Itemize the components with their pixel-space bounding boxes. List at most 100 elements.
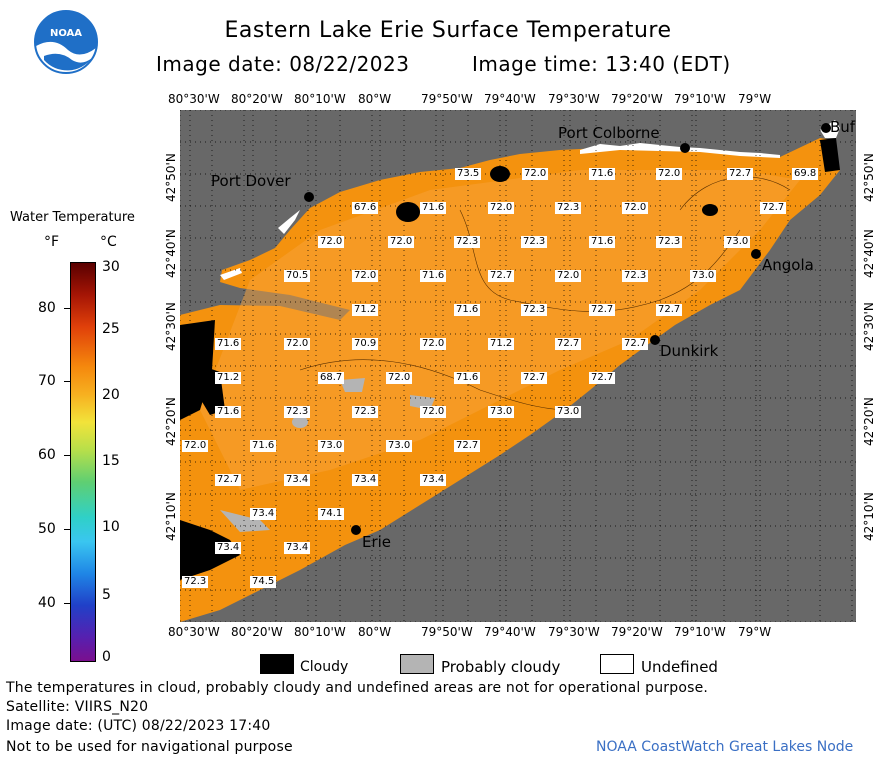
temperature-label: 72.7 (760, 202, 787, 214)
temperature-label: 72.0 (555, 270, 582, 282)
scale-c-tick: 20 (102, 387, 120, 403)
bottom-lon-label: 79°W (738, 625, 772, 639)
bottom-lon-label: 79°40'W (484, 625, 536, 639)
left-lat-label: 42°30'N (164, 302, 178, 351)
top-lon-label: 79°W (738, 92, 772, 106)
city-label: Dunkirk (660, 342, 719, 360)
footer-node-credit: NOAA CoastWatch Great Lakes Node (596, 739, 854, 755)
bottom-lon-label: 79°50'W (421, 625, 473, 639)
right-lat-label: 42°30'N (862, 302, 876, 351)
temperature-label: 71.6 (589, 168, 616, 180)
temperature-label: 72.0 (522, 168, 549, 180)
top-lon-label: 79°50'W (421, 92, 473, 106)
temperature-label: 72.0 (420, 338, 447, 350)
top-lon-label: 79°40'W (484, 92, 536, 106)
temperature-label: 73.4 (250, 508, 277, 520)
footer-satellite: Satellite: VIIRS_N20 (6, 699, 149, 715)
noaa-logo: NOAA (34, 10, 98, 74)
temperature-label: 68.7 (318, 372, 345, 384)
temperature-label: 71.6 (589, 236, 616, 248)
left-lat-label: 42°10'N (164, 492, 178, 541)
temperature-label: 72.3 (521, 304, 548, 316)
city-label: Buf (830, 118, 856, 136)
bottom-lon-label: 79°20'W (611, 625, 663, 639)
temperature-label: 72.0 (182, 440, 209, 452)
image-date: Image date: 08/22/2023 (156, 52, 410, 76)
city-label: Angola (762, 256, 814, 274)
temperature-label: 72.0 (488, 202, 515, 214)
temperature-label: 72.7 (622, 338, 649, 350)
temperature-label: 71.6 (250, 440, 277, 452)
left-lat-label: 42°20'N (164, 397, 178, 446)
temperature-label: 72.0 (284, 338, 311, 350)
logo-text: NOAA (49, 28, 83, 39)
temperature-label: 72.7 (589, 372, 616, 384)
bottom-lon-label: 80°10'W (294, 625, 346, 639)
temperature-label: 71.2 (488, 338, 515, 350)
footer-navigation-warning: Not to be used for navigational purpose (6, 739, 293, 755)
city-marker (821, 123, 831, 133)
scale-f-tick: 50 (38, 521, 56, 537)
scale-f-tick: 80 (38, 300, 56, 316)
legend-undefined-label: Undefined (641, 658, 718, 676)
temperature-label: 72.3 (555, 202, 582, 214)
probably-cloudy-areas (220, 378, 435, 532)
scale-c-tick: 15 (102, 453, 120, 469)
scale-c-tick: 25 (102, 321, 120, 337)
city-marker (680, 143, 690, 153)
bottom-lon-label: 80°20'W (231, 625, 283, 639)
temperature-label: 72.3 (284, 406, 311, 418)
temperature-label: 71.6 (215, 406, 242, 418)
temperature-label: 69.8 (792, 168, 819, 180)
legend-probably-cloudy-label: Probably cloudy (441, 658, 561, 676)
scale-f-tick: 60 (38, 447, 56, 463)
temperature-label: 72.0 (420, 406, 447, 418)
city-label: Erie (362, 533, 392, 551)
scale-f-tick: 70 (38, 373, 56, 389)
bottom-lon-label: 79°30'W (548, 625, 600, 639)
temperature-label: 71.6 (454, 372, 481, 384)
temperature-label: 72.7 (454, 440, 481, 452)
temperature-label: 72.3 (656, 236, 683, 248)
right-lat-label: 42°20'N (862, 397, 876, 446)
temperature-label: 71.6 (215, 338, 242, 350)
scale-c-tick: 5 (102, 587, 111, 603)
legend-cloudy-swatch (260, 654, 294, 674)
image-time: Image time: 13:40 (EDT) (472, 52, 731, 76)
temperature-label: 73.0 (386, 440, 413, 452)
temperature-label: 71.6 (420, 202, 447, 214)
scale-f-tick-mark (64, 381, 70, 382)
temperature-label: 72.7 (589, 304, 616, 316)
top-lon-label: 79°20'W (611, 92, 663, 106)
temperature-label: 73.4 (420, 474, 447, 486)
scale-f-tick-mark (64, 529, 70, 530)
city-label: Port Colborne (558, 124, 660, 142)
temperature-label: 72.0 (318, 236, 345, 248)
city-marker (304, 192, 314, 202)
temperature-label: 71.6 (420, 270, 447, 282)
temperature-label: 73.4 (284, 474, 311, 486)
temperature-label: 72.7 (727, 168, 754, 180)
city-label: Port Dover (211, 172, 291, 190)
temperature-label: 73.0 (318, 440, 345, 452)
top-lon-label: 79°10'W (674, 92, 726, 106)
right-lat-label: 42°10'N (862, 492, 876, 541)
legend-undefined-swatch (600, 654, 634, 674)
city-marker (751, 249, 761, 259)
left-lat-label: 42°40'N (164, 229, 178, 278)
legend-cloudy-label: Cloudy (300, 659, 349, 675)
scale-f-tick-mark (64, 603, 70, 604)
temperature-label: 67.6 (352, 202, 379, 214)
scale-c-tick: 10 (102, 519, 120, 535)
scale-c-tick: 30 (102, 259, 120, 275)
temperature-label: 73.0 (488, 406, 515, 418)
unit-f: °F (44, 234, 60, 250)
legend-probably-cloudy-swatch (400, 654, 434, 674)
right-lat-label: 42°40'N (862, 229, 876, 278)
temperature-label: 73.4 (352, 474, 379, 486)
undefined-fringe-3 (278, 210, 300, 234)
scale-heading: Water Temperature (10, 210, 135, 225)
map-title: Eastern Lake Erie Surface Temperature (224, 18, 672, 43)
temperature-label: 72.7 (488, 270, 515, 282)
top-lon-label: 79°30'W (548, 92, 600, 106)
